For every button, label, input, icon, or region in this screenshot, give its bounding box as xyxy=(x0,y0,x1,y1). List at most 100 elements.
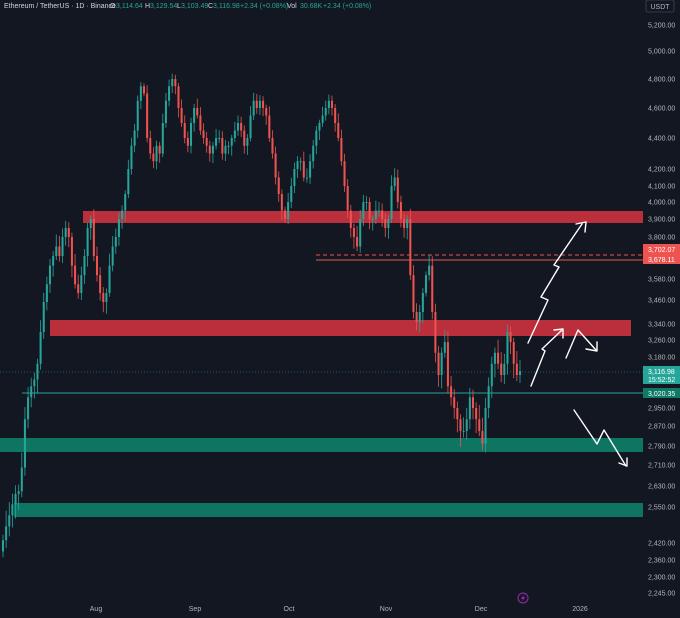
candle xyxy=(365,196,368,211)
candle xyxy=(199,107,202,135)
candle xyxy=(299,157,302,171)
candle-body xyxy=(180,108,183,123)
candle xyxy=(221,131,224,160)
candle-body xyxy=(296,161,299,169)
candle xyxy=(102,287,105,313)
candle xyxy=(70,232,73,278)
candle-body xyxy=(362,202,365,219)
candle xyxy=(117,212,120,246)
candle xyxy=(149,130,152,160)
candle xyxy=(67,222,70,248)
lightning-icon[interactable] xyxy=(517,592,529,604)
candle xyxy=(456,401,459,433)
candle xyxy=(343,153,346,192)
candle-body xyxy=(393,177,396,186)
candle xyxy=(471,389,475,420)
candle xyxy=(428,254,431,281)
candle-body xyxy=(174,79,177,87)
candle-body xyxy=(252,100,255,116)
candle xyxy=(142,83,146,97)
candle xyxy=(396,169,399,209)
candle-body xyxy=(356,237,359,247)
candle xyxy=(381,203,384,227)
candle-body xyxy=(450,386,453,398)
candle xyxy=(33,372,36,399)
candle xyxy=(74,253,77,289)
candle xyxy=(218,130,221,143)
zigzag-arrow-up-2 xyxy=(530,328,564,387)
candle-body xyxy=(415,312,418,322)
candle xyxy=(487,377,490,419)
candle-body xyxy=(406,219,409,228)
candle-body xyxy=(475,408,478,420)
candle xyxy=(481,417,484,451)
low-value: 3,103.49 xyxy=(181,3,208,10)
x-tick-label: Oct xyxy=(284,606,295,613)
vol-change: +2.34 (+0.08%) xyxy=(323,3,371,10)
candle xyxy=(171,73,174,94)
candle xyxy=(384,213,387,238)
price-tag-red-lower-text: 3,678.11 xyxy=(648,257,675,264)
candle-body xyxy=(8,515,11,527)
levels-layer xyxy=(0,254,643,394)
y-tick-label: 3,180.00 xyxy=(648,355,675,362)
candle xyxy=(465,407,468,440)
candle xyxy=(146,85,149,143)
candle xyxy=(330,95,334,116)
candle xyxy=(497,339,500,370)
candle-body xyxy=(453,397,456,408)
price-tag-current-text: 3,116.98 xyxy=(648,369,675,376)
y-tick-label: 4,800.00 xyxy=(648,77,675,84)
x-axis-ticks: Aug Sep Oct Nov Dec 2026 xyxy=(90,606,588,613)
candle-body xyxy=(23,419,26,468)
candle xyxy=(80,266,83,300)
candle-body xyxy=(315,130,318,146)
candle xyxy=(277,171,280,202)
candle-body xyxy=(324,108,327,116)
candle-body xyxy=(462,431,465,432)
candle-body xyxy=(164,100,167,123)
zigzag-arrow-down xyxy=(573,409,628,467)
support-zone-lower xyxy=(14,503,643,517)
candle xyxy=(509,326,512,355)
candle xyxy=(390,175,393,223)
candle-body xyxy=(371,219,374,220)
candle xyxy=(61,228,64,264)
x-tick-label: Dec xyxy=(475,606,488,613)
open-value: 3,114.64 xyxy=(116,3,143,10)
candle xyxy=(20,452,23,498)
candle xyxy=(168,79,171,107)
candle-body xyxy=(255,100,258,108)
candle-body xyxy=(437,352,440,375)
y-tick-label: 2,360.00 xyxy=(648,558,675,565)
candle xyxy=(236,115,240,136)
y-tick-label: 4,600.00 xyxy=(648,106,675,113)
candle xyxy=(315,126,318,155)
candle-body xyxy=(443,342,446,353)
candle xyxy=(415,303,418,331)
y-tick-label: 2,790.00 xyxy=(648,444,675,451)
candle xyxy=(230,134,233,156)
candle xyxy=(130,137,133,175)
candle-body xyxy=(465,419,468,431)
candle-body xyxy=(177,86,180,108)
candle xyxy=(36,358,39,394)
candle xyxy=(105,288,108,314)
candle xyxy=(340,129,343,166)
chart-header: Ethereum / TetherUS · 1D · Binance O 3,1… xyxy=(4,3,371,10)
candle xyxy=(48,258,52,293)
currency-badge[interactable]: USDT xyxy=(645,0,675,13)
candle xyxy=(274,146,277,185)
price-tag-red-upper: 3,702.07 xyxy=(643,244,680,254)
candle xyxy=(371,215,374,231)
candle xyxy=(27,387,30,429)
candle xyxy=(302,151,305,182)
candle-body xyxy=(240,123,243,131)
price-axis[interactable]: USDT 5,200.00 5,000.00 4,800.00 4,600.00 4,4… xyxy=(643,0,680,618)
candle-body xyxy=(390,186,393,219)
y-tick-label: 2,950.00 xyxy=(648,406,675,413)
candle-body xyxy=(403,219,406,228)
candle xyxy=(64,220,67,246)
y-tick-label: 4,200.00 xyxy=(648,167,675,174)
